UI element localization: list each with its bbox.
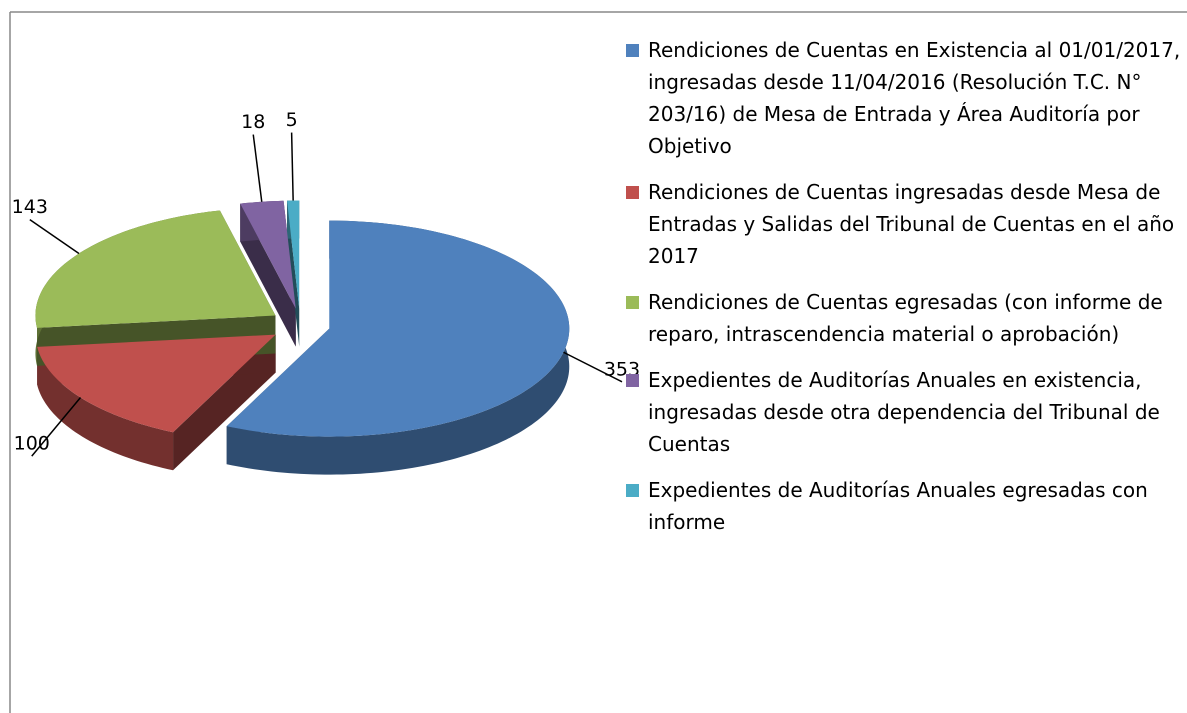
- leader-line: [290, 132, 294, 201]
- legend-entry: Rendiciones de Cuentas ingresadas desde …: [622, 176, 1182, 272]
- leader-line: [29, 218, 80, 255]
- slice-tops: [35, 200, 570, 437]
- data-label: 100: [14, 433, 50, 455]
- data-label: 143: [12, 196, 48, 218]
- data-label: 18: [241, 111, 265, 133]
- leader-line: [563, 351, 623, 383]
- legend-swatch: [626, 296, 639, 309]
- legend-label: Expedientes de Auditorías Anuales egresa…: [648, 478, 1148, 534]
- slice: [240, 200, 296, 309]
- legend: Rendiciones de Cuentas en Existencia al …: [622, 34, 1182, 552]
- leader-line: [252, 134, 263, 202]
- slice: [287, 200, 300, 309]
- legend-swatch: [626, 44, 639, 57]
- slice: [35, 210, 276, 328]
- slice: [226, 220, 570, 437]
- legend-label: Expedientes de Auditorías Anuales en exi…: [648, 368, 1160, 456]
- legend-entry: Expedientes de Auditorías Anuales egresa…: [622, 474, 1182, 538]
- slice: [37, 334, 276, 433]
- legend-entry: Rendiciones de Cuentas en Existencia al …: [622, 34, 1182, 162]
- slice-side: [37, 346, 174, 471]
- legend-label: Rendiciones de Cuentas ingresadas desde …: [648, 180, 1175, 268]
- legend-swatch: [626, 374, 639, 387]
- data-label: 5: [286, 109, 298, 131]
- legend-swatch: [626, 484, 639, 497]
- leader-line: [31, 397, 82, 457]
- legend-swatch: [626, 186, 639, 199]
- slice-side: [226, 220, 570, 475]
- legend-entry: Rendiciones de Cuentas egresadas (con in…: [622, 286, 1182, 350]
- legend-label: Rendiciones de Cuentas egresadas (con in…: [648, 290, 1163, 346]
- legend-label: Rendiciones de Cuentas en Existencia al …: [648, 38, 1181, 158]
- legend-entry: Expedientes de Auditorías Anuales en exi…: [622, 364, 1182, 460]
